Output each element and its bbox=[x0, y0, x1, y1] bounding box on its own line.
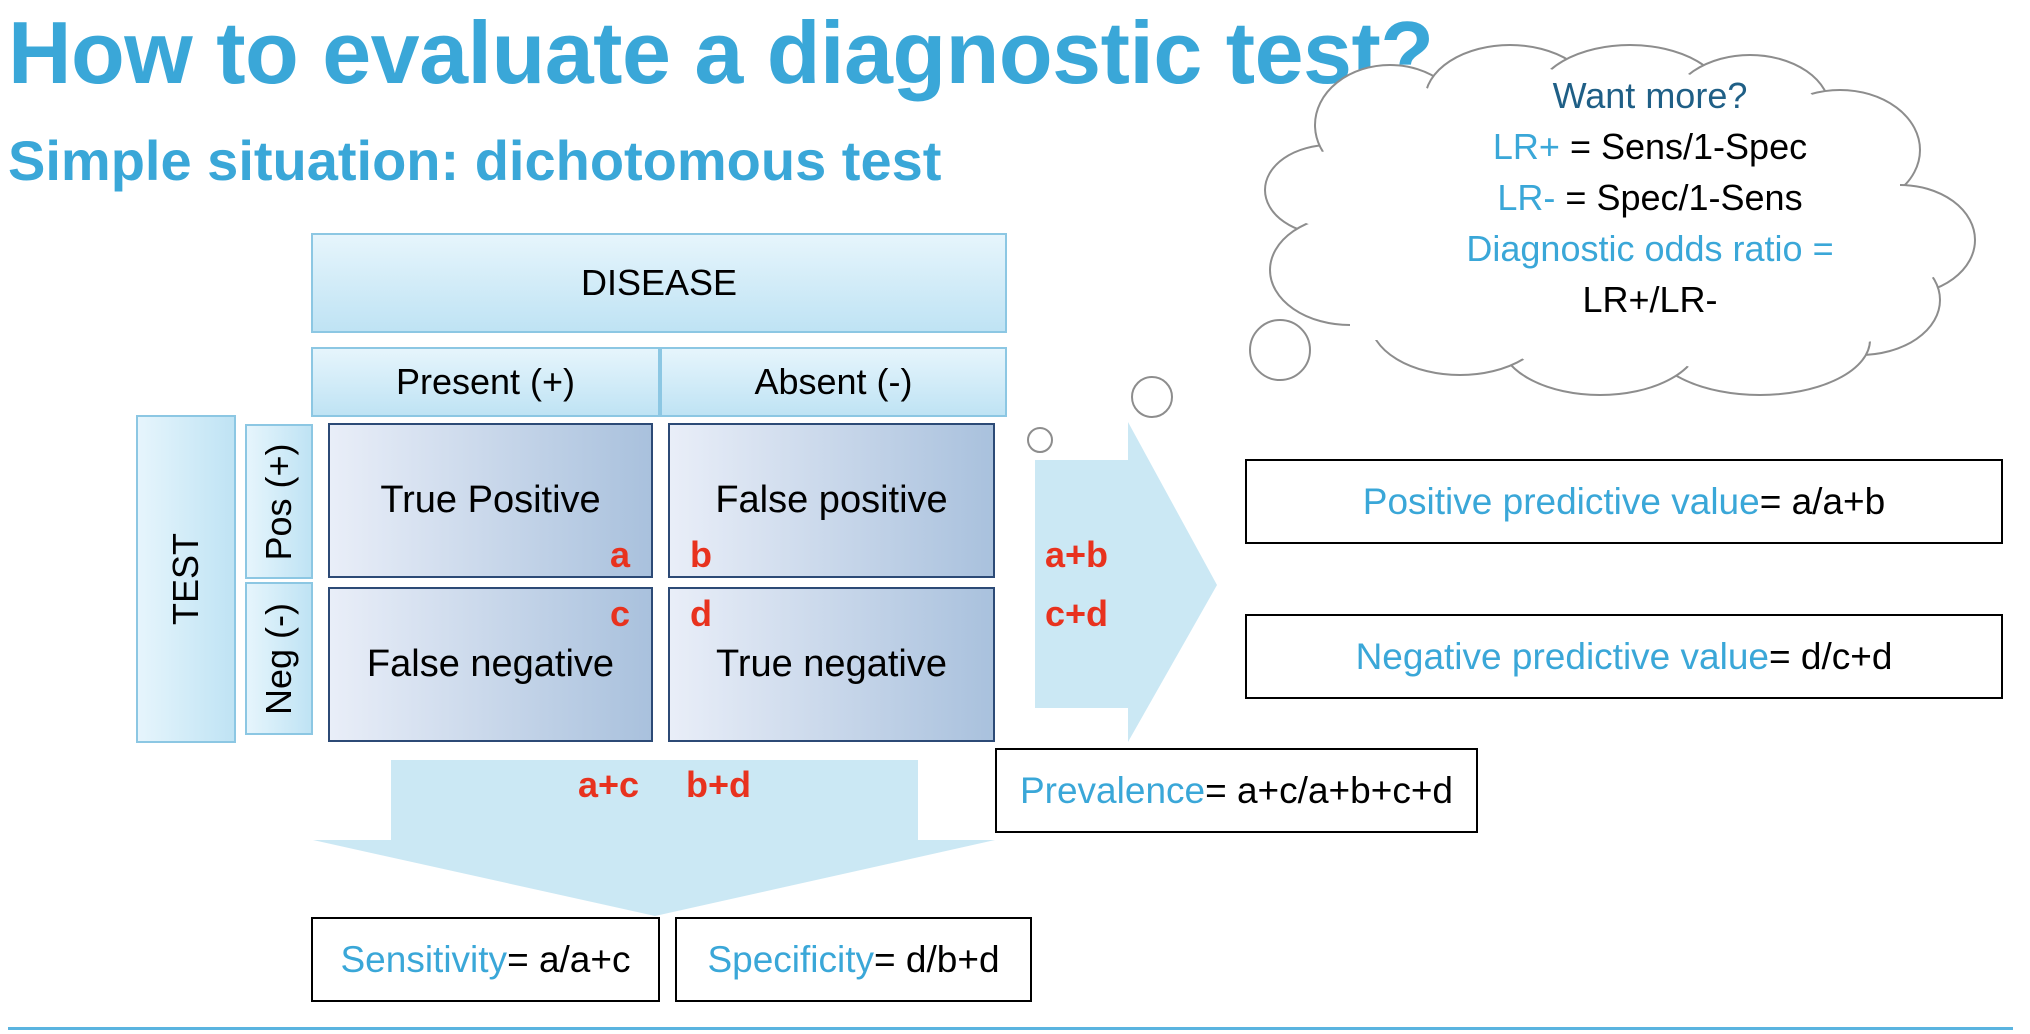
prevalence-formula: = a+c/a+b+c+d bbox=[1205, 769, 1454, 811]
cell-false-negative: False negative bbox=[328, 587, 653, 742]
lr-pos-label: LR+ bbox=[1492, 126, 1560, 167]
lr-neg-formula: = Spec/1-Sens bbox=[1555, 177, 1803, 218]
cell-false-positive-label: False positive bbox=[715, 479, 948, 521]
cell-false-negative-label: False negative bbox=[366, 643, 615, 685]
ppv-box: Positive predictive value = a/a+b bbox=[1245, 459, 2003, 544]
sensitivity-formula: = a/a+c bbox=[507, 938, 631, 980]
prevalence-box: Prevalence = a+c/a+b+c+d bbox=[995, 748, 1478, 833]
row-header-pos: Pos (+) bbox=[245, 424, 313, 579]
npv-formula: = d/c+d bbox=[1768, 635, 1893, 677]
disease-header: DISEASE bbox=[311, 233, 1007, 333]
thought-bubble-medium bbox=[1131, 376, 1173, 418]
dor-label: Diagnostic odds ratio = bbox=[1466, 228, 1834, 269]
sum-a-plus-b: a+b bbox=[1045, 534, 1109, 575]
down-arrow bbox=[313, 760, 995, 916]
footer-divider bbox=[8, 1027, 2013, 1030]
page-title: How to evaluate a diagnostic test? bbox=[8, 3, 1434, 102]
cloud-heading: Want more? bbox=[1552, 75, 1748, 116]
cell-true-negative: True negative bbox=[668, 587, 995, 742]
cloud-text: Want more? LR+ = Sens/1-Spec LR- = Spec/… bbox=[1410, 70, 1890, 325]
row-header-neg: Neg (-) bbox=[245, 582, 313, 735]
specificity-label: Specificity bbox=[707, 938, 875, 980]
sum-b-plus-d: b+d bbox=[686, 764, 752, 805]
cell-letter-c: c bbox=[610, 593, 631, 634]
sensitivity-box: Sensitivity = a/a+c bbox=[311, 917, 660, 1002]
ppv-label: Positive predictive value bbox=[1362, 480, 1760, 522]
right-arrow bbox=[1035, 422, 1217, 742]
sum-a-plus-c: a+c bbox=[578, 764, 640, 805]
prevalence-label: Prevalence bbox=[1019, 769, 1206, 811]
row-header-neg-label: Neg (-) bbox=[258, 602, 299, 715]
ppv-formula: = a/a+b bbox=[1759, 480, 1886, 522]
sum-c-plus-d: c+d bbox=[1045, 593, 1109, 634]
page-subtitle: Simple situation: dichotomous test bbox=[8, 129, 942, 192]
cell-false-positive: False positive bbox=[668, 423, 995, 578]
specificity-box: Specificity = d/b+d bbox=[675, 917, 1032, 1002]
test-header-label: TEST bbox=[165, 532, 206, 626]
cell-true-positive-label: True Positive bbox=[380, 479, 601, 521]
npv-label: Negative predictive value bbox=[1355, 635, 1769, 677]
cell-true-positive: True Positive bbox=[328, 423, 653, 578]
sensitivity-label: Sensitivity bbox=[340, 938, 508, 980]
cell-letter-b: b bbox=[690, 534, 712, 575]
col-header-absent: Absent (-) bbox=[660, 347, 1007, 417]
thought-cloud bbox=[1249, 44, 1976, 396]
cell-letter-a: a bbox=[610, 534, 631, 575]
lr-pos-formula: = Sens/1-Spec bbox=[1559, 126, 1808, 167]
dor-formula: LR+/LR- bbox=[1582, 279, 1718, 320]
lr-neg-label: LR- bbox=[1497, 177, 1556, 218]
row-header-pos-label: Pos (+) bbox=[258, 442, 299, 561]
npv-box: Negative predictive value = d/c+d bbox=[1245, 614, 2003, 699]
cell-true-negative-label: True negative bbox=[716, 643, 947, 685]
thought-bubble-small bbox=[1027, 427, 1053, 453]
specificity-formula: = d/b+d bbox=[874, 938, 1000, 980]
cloud-lr-pos-line: LR+ = Sens/1-Spec bbox=[1410, 121, 1890, 172]
test-header: TEST bbox=[136, 415, 236, 743]
col-header-present: Present (+) bbox=[311, 347, 660, 417]
cloud-lr-neg-line: LR- = Spec/1-Sens bbox=[1410, 172, 1890, 223]
cell-letter-d: d bbox=[690, 593, 712, 634]
